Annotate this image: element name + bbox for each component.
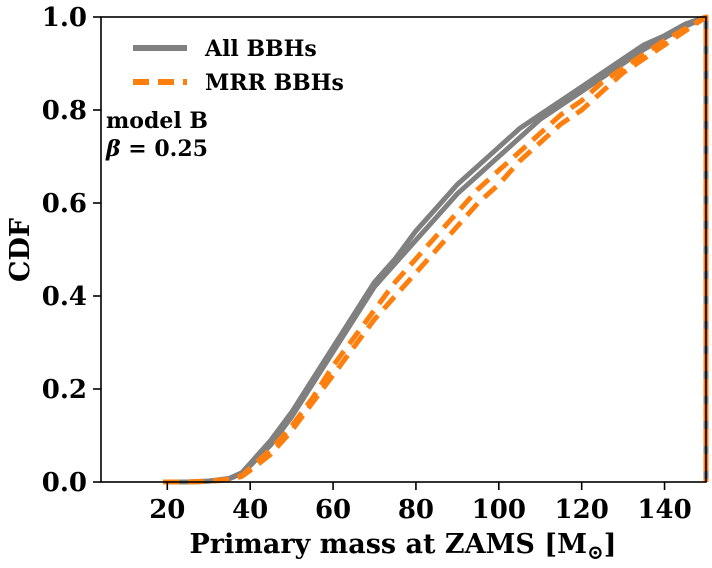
y-tick-label: 1.0 [42,3,87,33]
x-tick-label: 60 [315,495,351,525]
x-axis-label: Primary mass at ZAMS [M⊙] [189,529,616,564]
y-axis-ticks: 0.0 0.2 0.4 0.6 0.8 1.0 [42,3,101,498]
x-tick-label: 40 [232,495,268,525]
x-axis-ticks: 20 40 60 80 100 120 140 [149,482,692,525]
y-tick-label: 0.4 [42,282,87,312]
annotation-beta: β = 0.25 [105,136,208,162]
legend: All BBHs MRR BBHs [133,36,344,96]
x-tick-label: 20 [149,495,185,525]
y-tick-label: 0.8 [42,96,87,126]
annotation-model: model B [106,108,208,134]
y-tick-label: 0.2 [42,375,87,405]
y-tick-label: 0.6 [42,189,87,219]
series-line-mrr-bbhs-2 [163,14,709,485]
legend-label-all-bbhs: All BBHs [204,36,317,62]
plot-frame [100,16,707,483]
y-tick-label: 0.0 [42,468,87,498]
y-axis-label: CDF [5,218,36,282]
x-tick-label: 80 [398,495,434,525]
x-tick-label: 100 [472,495,526,525]
legend-label-mrr-bbhs: MRR BBHs [205,70,344,96]
series-curves [163,14,709,485]
x-tick-label: 140 [637,495,691,525]
x-tick-label: 120 [555,495,609,525]
